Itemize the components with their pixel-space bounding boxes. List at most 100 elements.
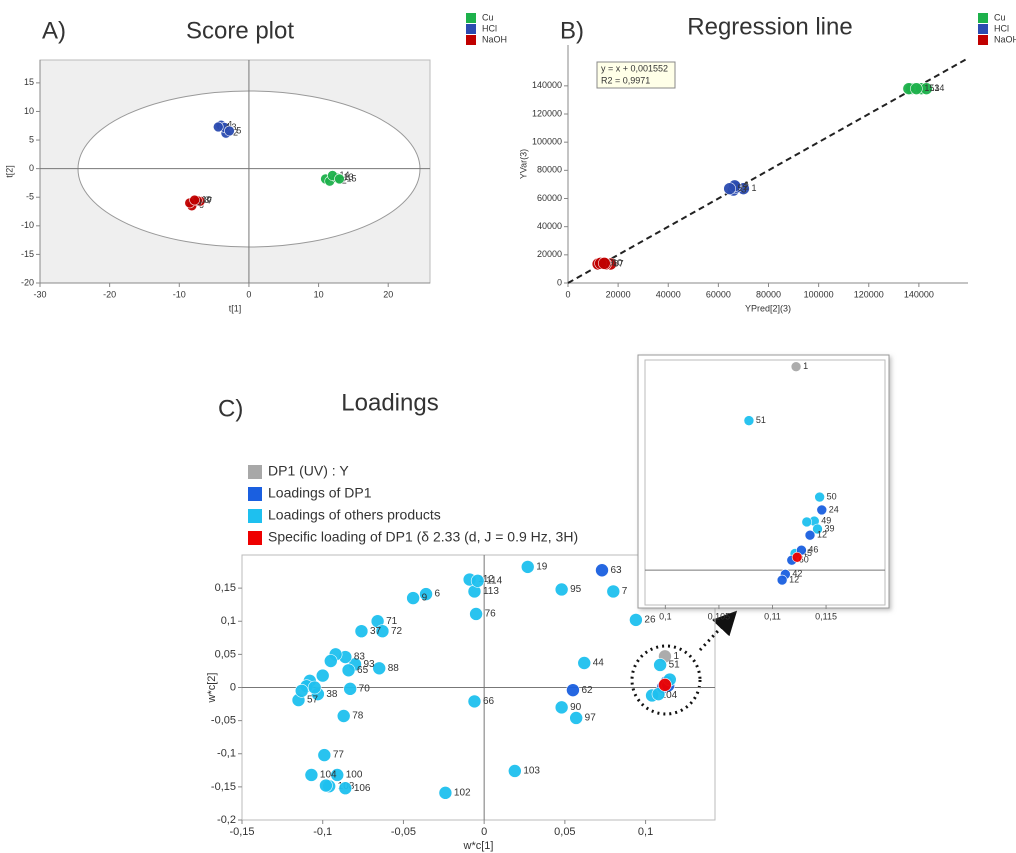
- y-tick-label: 0,05: [215, 648, 236, 660]
- data-point: [653, 658, 667, 672]
- point-label: 12: [789, 574, 799, 584]
- point-label: 70: [359, 683, 371, 694]
- data-point: [629, 613, 643, 627]
- x-tick-label: 20: [383, 289, 393, 299]
- y-tick-label: -5: [26, 192, 34, 202]
- x-tick-label: 0,115: [815, 611, 837, 621]
- point-label: 60: [799, 555, 809, 565]
- point-label: 3: [741, 184, 746, 194]
- x-tick-label: -10: [173, 289, 186, 299]
- y-tick-label: -0,15: [211, 781, 236, 793]
- data-point: [336, 709, 351, 723]
- y-tick-label: -10: [21, 220, 34, 230]
- legend-label: Cu: [482, 12, 494, 22]
- panel-label: C): [218, 395, 243, 422]
- data-point: [812, 523, 823, 535]
- point-label: 71: [386, 616, 398, 627]
- annotation: R2 = 0,9971: [601, 75, 650, 85]
- legend-label: DP1 (UV) : Y: [268, 463, 349, 479]
- legend-swatch: [466, 24, 476, 34]
- data-point: [804, 529, 816, 541]
- data-point: [554, 582, 569, 597]
- point-label: 15: [346, 173, 356, 183]
- point-label: 90: [570, 702, 582, 713]
- legend-label: Loadings of DP1: [268, 485, 372, 501]
- y-tick-label: 0: [557, 277, 562, 287]
- data-point: [304, 768, 319, 782]
- point-label: 8: [614, 258, 619, 268]
- point-label: 88: [388, 663, 400, 674]
- point-label: 7: [619, 258, 624, 268]
- legend-swatch: [978, 35, 988, 45]
- data-point: [816, 504, 828, 516]
- y-tick-label: 60000: [537, 193, 562, 203]
- point-label: 66: [483, 696, 495, 707]
- point-label: 65: [357, 665, 369, 676]
- point-label: 45: [802, 548, 812, 558]
- x-tick-label: 100000: [804, 289, 834, 299]
- chart-title: Loadings: [341, 389, 438, 416]
- panel-label: B): [560, 17, 584, 44]
- point-label: 14: [934, 83, 944, 93]
- y-tick-label: 120000: [532, 108, 562, 118]
- point-label: 100: [346, 770, 363, 781]
- x-tick-label: 0,1: [659, 611, 672, 621]
- point-label: 57: [307, 695, 319, 706]
- legend-label: Specific loading of DP1 (δ 2.33 (d, J = …: [268, 529, 578, 545]
- panel-label: A): [42, 17, 66, 44]
- x-tick-label: 0: [481, 826, 487, 838]
- y-tick-label: 10: [24, 106, 34, 116]
- data-point: [338, 781, 353, 796]
- point-label: 9: [422, 593, 428, 604]
- legend-swatch: [248, 509, 262, 523]
- data-point: [566, 683, 580, 697]
- point-label: 5: [236, 125, 241, 135]
- highlight-circle: [630, 644, 702, 716]
- y-tick-label: -0,1: [217, 748, 236, 760]
- data-point: [595, 563, 609, 578]
- x-tick-label: -0,15: [229, 826, 254, 838]
- x-tick-label: 0: [565, 289, 570, 299]
- point-label: 104: [661, 690, 678, 701]
- point-label: 104: [320, 770, 337, 781]
- point-label: 13: [929, 83, 939, 93]
- point-label: 9: [609, 258, 614, 268]
- data-point: [469, 607, 483, 621]
- legend-swatch: [466, 35, 476, 45]
- x-tick-label: 40000: [656, 289, 681, 299]
- data-point: [569, 711, 583, 725]
- point-label: 12: [817, 530, 827, 540]
- y-tick-label: 0: [230, 681, 236, 693]
- y-tick-label: -0,05: [211, 715, 236, 727]
- x-tick-label: 0,05: [554, 826, 575, 838]
- x-axis-label: t[1]: [229, 303, 242, 313]
- point-label: 10: [612, 258, 622, 268]
- point-label: 114: [486, 575, 502, 586]
- point-label: 2: [744, 182, 749, 192]
- legend-label: HCl: [994, 23, 1009, 33]
- y-tick-label: 20000: [537, 249, 562, 259]
- point-label: 1: [751, 183, 756, 193]
- legend-swatch: [248, 465, 262, 479]
- data-point: [307, 680, 322, 695]
- chart-title: Score plot: [186, 17, 294, 44]
- point-label: 7: [622, 586, 628, 597]
- y-tick-label: 0: [29, 163, 34, 173]
- y-tick-label: 140000: [532, 80, 562, 90]
- point-label: 113: [483, 586, 499, 597]
- legend-label: Cu: [994, 12, 1006, 22]
- data-point: [419, 587, 433, 601]
- point-label: 3: [232, 122, 237, 132]
- y-tick-label: 0,1: [221, 615, 236, 627]
- data-point: [315, 668, 330, 683]
- data-point: [354, 624, 369, 638]
- point-label: 112: [478, 574, 494, 585]
- point-label: 103: [523, 766, 540, 777]
- y-tick-label: 80000: [537, 165, 562, 175]
- legend-label: NaOH: [994, 34, 1016, 44]
- legend-swatch: [248, 531, 262, 545]
- y-tick-label: 40000: [537, 221, 562, 231]
- legend-label: HCl: [482, 23, 497, 33]
- x-axis-label: YPred[2](3): [745, 303, 791, 313]
